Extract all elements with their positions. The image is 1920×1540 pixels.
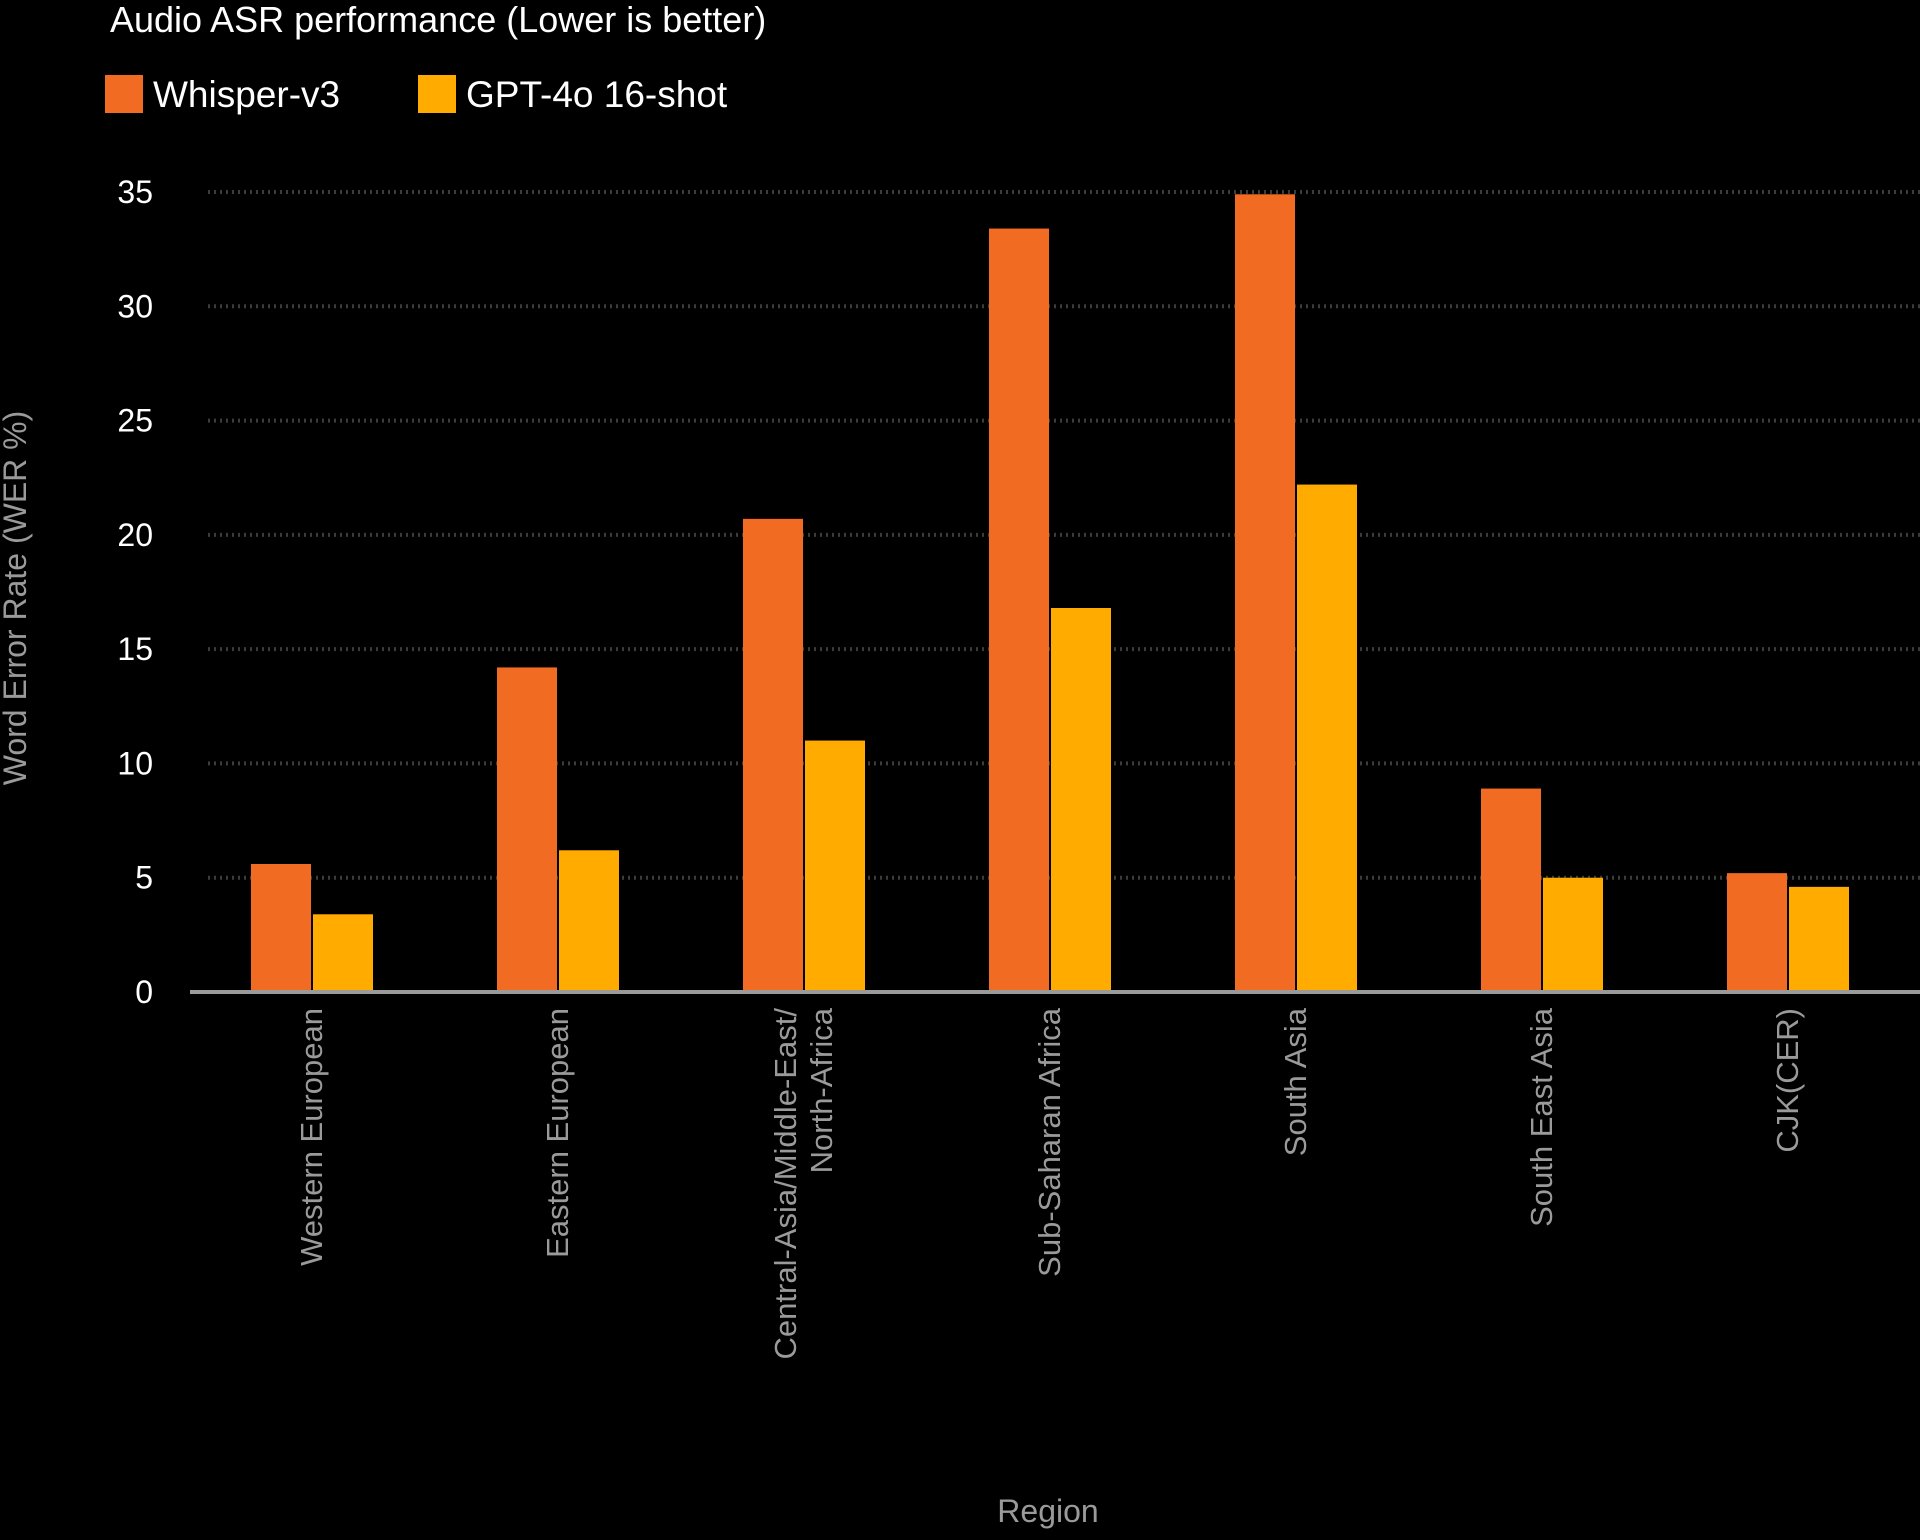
x-tick-label-5: South East Asia [1524,1007,1559,1227]
y-tick-label-30: 30 [117,288,153,324]
bar-0-3 [989,228,1049,993]
legend-swatch-1 [418,75,456,113]
legend-swatch-0 [105,75,143,113]
y-tick-label-35: 35 [117,174,153,210]
legend: Whisper-v3 GPT-4o 16-shot [105,74,728,115]
y-tick-label-10: 10 [117,745,153,781]
bar-1-4 [1297,484,1357,992]
y-tick-label-5: 5 [135,860,153,896]
x-tick-label-2: Central-Asia/Middle-East/North-Africa [768,1007,839,1359]
y-tick-label-0: 0 [135,974,153,1010]
bar-0-4 [1235,194,1295,993]
bar-1-6 [1789,886,1849,992]
bar-0-5 [1481,788,1541,992]
y-tick-label-25: 25 [117,403,153,439]
x-tick-label-0: Western European [294,1008,329,1266]
x-tick-label-4: South Asia [1278,1007,1313,1156]
bar-1-0 [313,914,373,992]
bar-0-6 [1727,873,1787,992]
y-axis-ticks: 0 5 10 15 20 25 30 35 [117,174,153,1010]
bars [251,194,1849,993]
x-axis-label: Region [997,1493,1098,1529]
y-axis-label: Word Error Rate (WER %) [0,411,33,786]
x-tick-label-3: Sub-Saharan Africa [1032,1007,1067,1277]
legend-label-0: Whisper-v3 [153,74,340,115]
x-tick-label-6: CJK(CER) [1770,1008,1805,1153]
bar-0-0 [251,864,311,992]
bar-1-2 [805,740,865,992]
chart-title: Audio ASR performance (Lower is better) [110,0,766,40]
bar-1-1 [559,850,619,992]
x-tick-label-1: Eastern European [540,1008,575,1258]
bar-0-1 [497,667,557,992]
bar-0-2 [743,518,803,992]
bar-1-5 [1543,877,1603,992]
y-tick-label-20: 20 [117,517,153,553]
bar-1-3 [1051,608,1111,992]
legend-label-1: GPT-4o 16-shot [466,74,728,115]
x-axis-ticks: Western European Eastern European Central-… [294,1007,1805,1359]
y-tick-label-15: 15 [117,631,153,667]
